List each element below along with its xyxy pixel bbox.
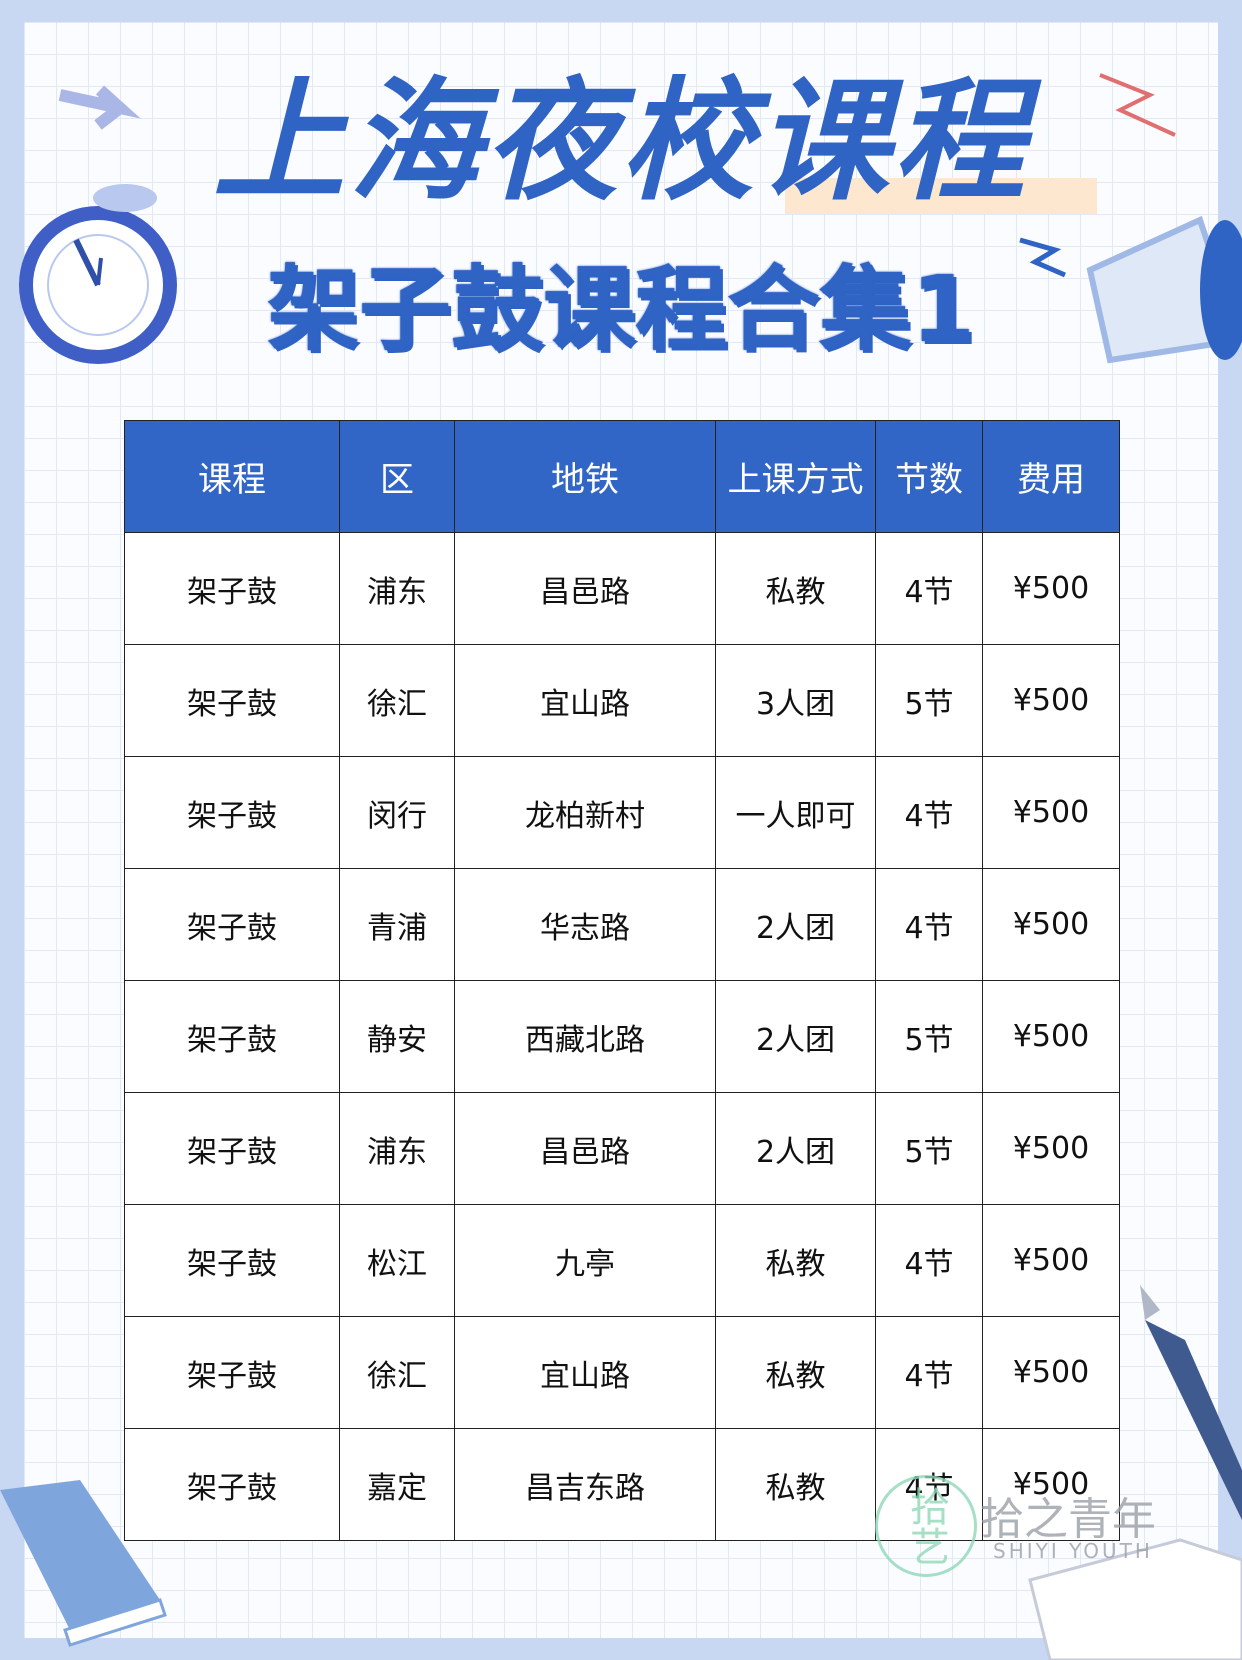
table-cell: 龙柏新村	[454, 756, 716, 869]
subtitle: 架子鼓课程合集1	[265, 255, 976, 365]
table-cell: 4节	[875, 756, 983, 869]
table-row: 架子鼓 徐汇 宜山路 3人团 5节 ¥500	[124, 644, 1120, 757]
table-row: 架子鼓 浦东 昌邑路 私教 4节 ¥500	[124, 532, 1120, 645]
table-cell: 架子鼓	[124, 1092, 340, 1205]
header-cell: 地铁	[454, 420, 716, 533]
table-cell: 4节	[875, 868, 983, 981]
table-cell: 私教	[715, 1204, 876, 1317]
table-cell: 4节	[875, 1316, 983, 1429]
table-cell: 架子鼓	[124, 532, 340, 645]
table-cell: 西藏北路	[454, 980, 716, 1093]
arrow	[58, 85, 141, 130]
table-cell: 架子鼓	[124, 644, 340, 757]
table-cell: 松江	[339, 1204, 455, 1317]
table-cell: ¥500	[982, 1316, 1120, 1429]
megaphone	[1019, 215, 1242, 364]
course-table: 课程区地铁 上课方式 节数 费用 架子鼓 浦东 昌邑路 私教 4节 ¥500 架子鼓 徐汇 宜山路 3人…	[124, 420, 1120, 1541]
header-cell: 区	[339, 420, 455, 533]
notebook	[1028, 1538, 1242, 1660]
table-cell: 昌吉东路	[454, 1428, 716, 1541]
table-cell: 嘉定	[339, 1428, 455, 1541]
table-cell: 宜山路	[454, 1316, 716, 1429]
table-cell: 闵行	[339, 756, 455, 869]
table-row: 架子鼓 静安 西藏北路 2人团 5节 ¥500	[124, 980, 1120, 1093]
watermark-english: SHIYI YOUTH	[993, 1539, 1153, 1563]
table-cell: 架子鼓	[124, 980, 340, 1093]
table-cell: 架子鼓	[124, 868, 340, 981]
table-cell: 架子鼓	[124, 756, 340, 869]
header-row: 课程区地铁 上课方式 节数 费用	[124, 420, 1120, 533]
table-cell: ¥500	[982, 532, 1120, 645]
header-cell: 节数	[875, 420, 983, 533]
table-cell: ¥500	[982, 1204, 1120, 1317]
table-cell: 青浦	[339, 868, 455, 981]
table-cell: 徐汇	[339, 1316, 455, 1429]
table-cell: ¥500	[982, 980, 1120, 1093]
table-cell: 2人团	[715, 980, 876, 1093]
title: 上海夜校课程	[213, 65, 1029, 219]
table-cell: 宜山路	[454, 644, 716, 757]
table-cell: 4节	[875, 532, 983, 645]
table-cell: 昌邑路	[454, 1092, 716, 1205]
table-cell: 私教	[715, 1316, 876, 1429]
table-cell: 徐汇	[339, 644, 455, 757]
pen	[1140, 1285, 1242, 1520]
watermark-name: 拾之青年	[980, 1494, 1156, 1545]
watermark: 拾艺 拾之青年 SHIYI YOUTH	[875, 1475, 1195, 1577]
table-cell: 5节	[875, 1092, 983, 1205]
table-row: 架子鼓 青浦 华志路 2人团 4节 ¥500	[124, 868, 1120, 981]
title-highlight	[785, 178, 1097, 214]
table-cell: 静安	[339, 980, 455, 1093]
table-cell: 2人团	[715, 868, 876, 981]
table-cell: 昌邑路	[454, 532, 716, 645]
table-cell: 5节	[875, 980, 983, 1093]
watermark-logo: 拾艺	[875, 1475, 977, 1577]
table-cell: 浦东	[339, 1092, 455, 1205]
table-row: 架子鼓 松江 九亭 私教 4节 ¥500	[124, 1204, 1120, 1317]
table-cell: 浦东	[339, 532, 455, 645]
table-cell: 私教	[715, 532, 876, 645]
table-cell: 4节	[875, 1204, 983, 1317]
header-cell: 课程	[124, 420, 340, 533]
table-cell: 私教	[715, 1428, 876, 1541]
table-cell: ¥500	[982, 1092, 1120, 1205]
table-cell: 架子鼓	[124, 1428, 340, 1541]
header-cell: 上课方式	[715, 420, 876, 533]
table-cell: 一人即可	[715, 756, 876, 869]
clock	[19, 184, 177, 364]
table-cell: 架子鼓	[124, 1316, 340, 1429]
table-cell: ¥500	[982, 644, 1120, 757]
table-cell: 3人团	[715, 644, 876, 757]
table-cell: ¥500	[982, 756, 1120, 869]
table-cell: ¥500	[982, 868, 1120, 981]
table-row: 架子鼓 徐汇 宜山路 私教 4节 ¥500	[124, 1316, 1120, 1429]
table-cell: 2人团	[715, 1092, 876, 1205]
table-cell: 华志路	[454, 868, 716, 981]
table-row: 架子鼓 浦东 昌邑路 2人团 5节 ¥500	[124, 1092, 1120, 1205]
zigzag	[1099, 73, 1176, 137]
table-cell: 架子鼓	[124, 1204, 340, 1317]
table-cell: 九亭	[454, 1204, 716, 1317]
table-row: 架子鼓 闵行 龙柏新村 一人即可 4节 ¥500	[124, 756, 1120, 869]
header-cell: 费用	[982, 420, 1120, 533]
book	[0, 1480, 167, 1647]
table-cell: 5节	[875, 644, 983, 757]
table-cell: ¥500	[982, 1428, 1120, 1541]
